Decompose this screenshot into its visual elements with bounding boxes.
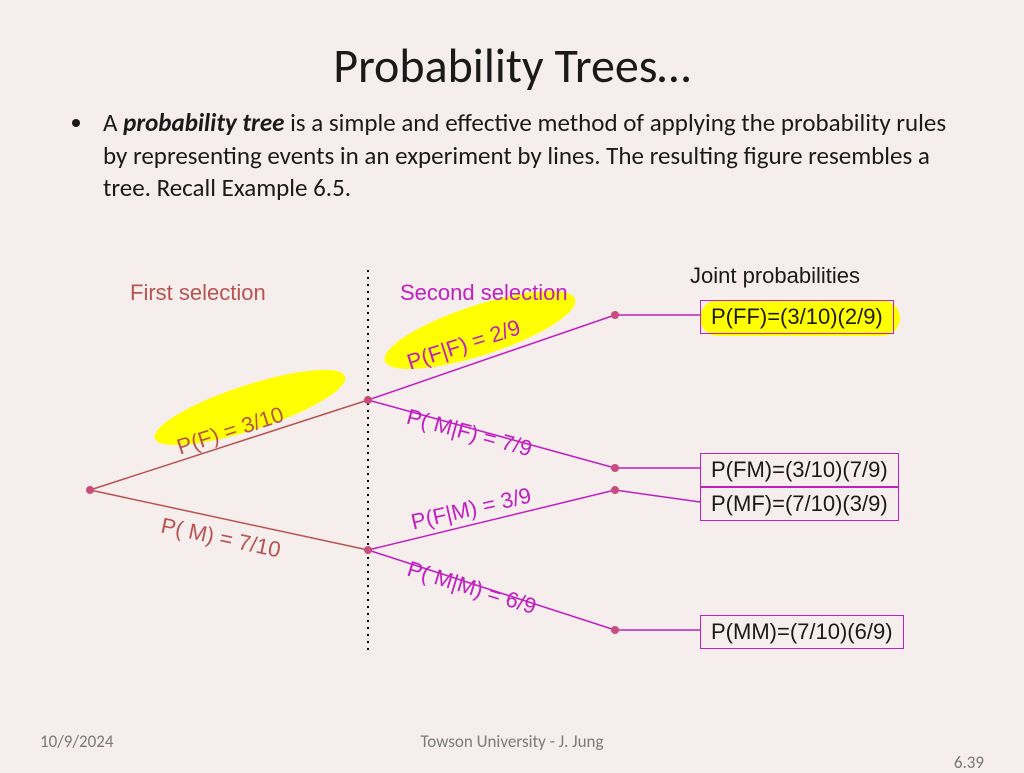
- node-n1: [364, 396, 372, 404]
- header-joint: Joint probabilities: [690, 263, 860, 289]
- node-root: [86, 486, 94, 494]
- joint-ff: P(FF)=(3/10)(2/9): [700, 300, 894, 334]
- header-second: Second selection: [400, 280, 568, 306]
- node-n2: [364, 546, 372, 554]
- bullet-bold: probability tree: [123, 107, 284, 138]
- body-text: A probability tree is a simple and effec…: [0, 95, 1024, 205]
- node-leaf-fm: [611, 464, 619, 472]
- node-leaf-mf: [611, 486, 619, 494]
- node-leaf-mm: [611, 626, 619, 634]
- joint-fm: P(FM)=(3/10)(7/9): [700, 453, 899, 487]
- joint-mm: P(MM)=(7/10)(6/9): [700, 615, 904, 649]
- footer-date: 10/9/2024: [40, 731, 113, 752]
- tree-diagram: First selection Second selection Joint p…: [0, 250, 1024, 700]
- conn-mf: [615, 490, 700, 502]
- joint-mf: P(MF)=(7/10)(3/9): [700, 487, 899, 521]
- footer-page: 6.39: [954, 752, 984, 773]
- footer-center: Towson University - J. Jung: [0, 731, 1024, 752]
- header-first: First selection: [130, 280, 266, 306]
- footer: 10/9/2024 Towson University - J. Jung 6.…: [0, 731, 1024, 752]
- node-leaf-ff: [611, 311, 619, 319]
- bullet-pre: A: [103, 107, 123, 138]
- slide-title: Probability Trees…: [0, 0, 1024, 95]
